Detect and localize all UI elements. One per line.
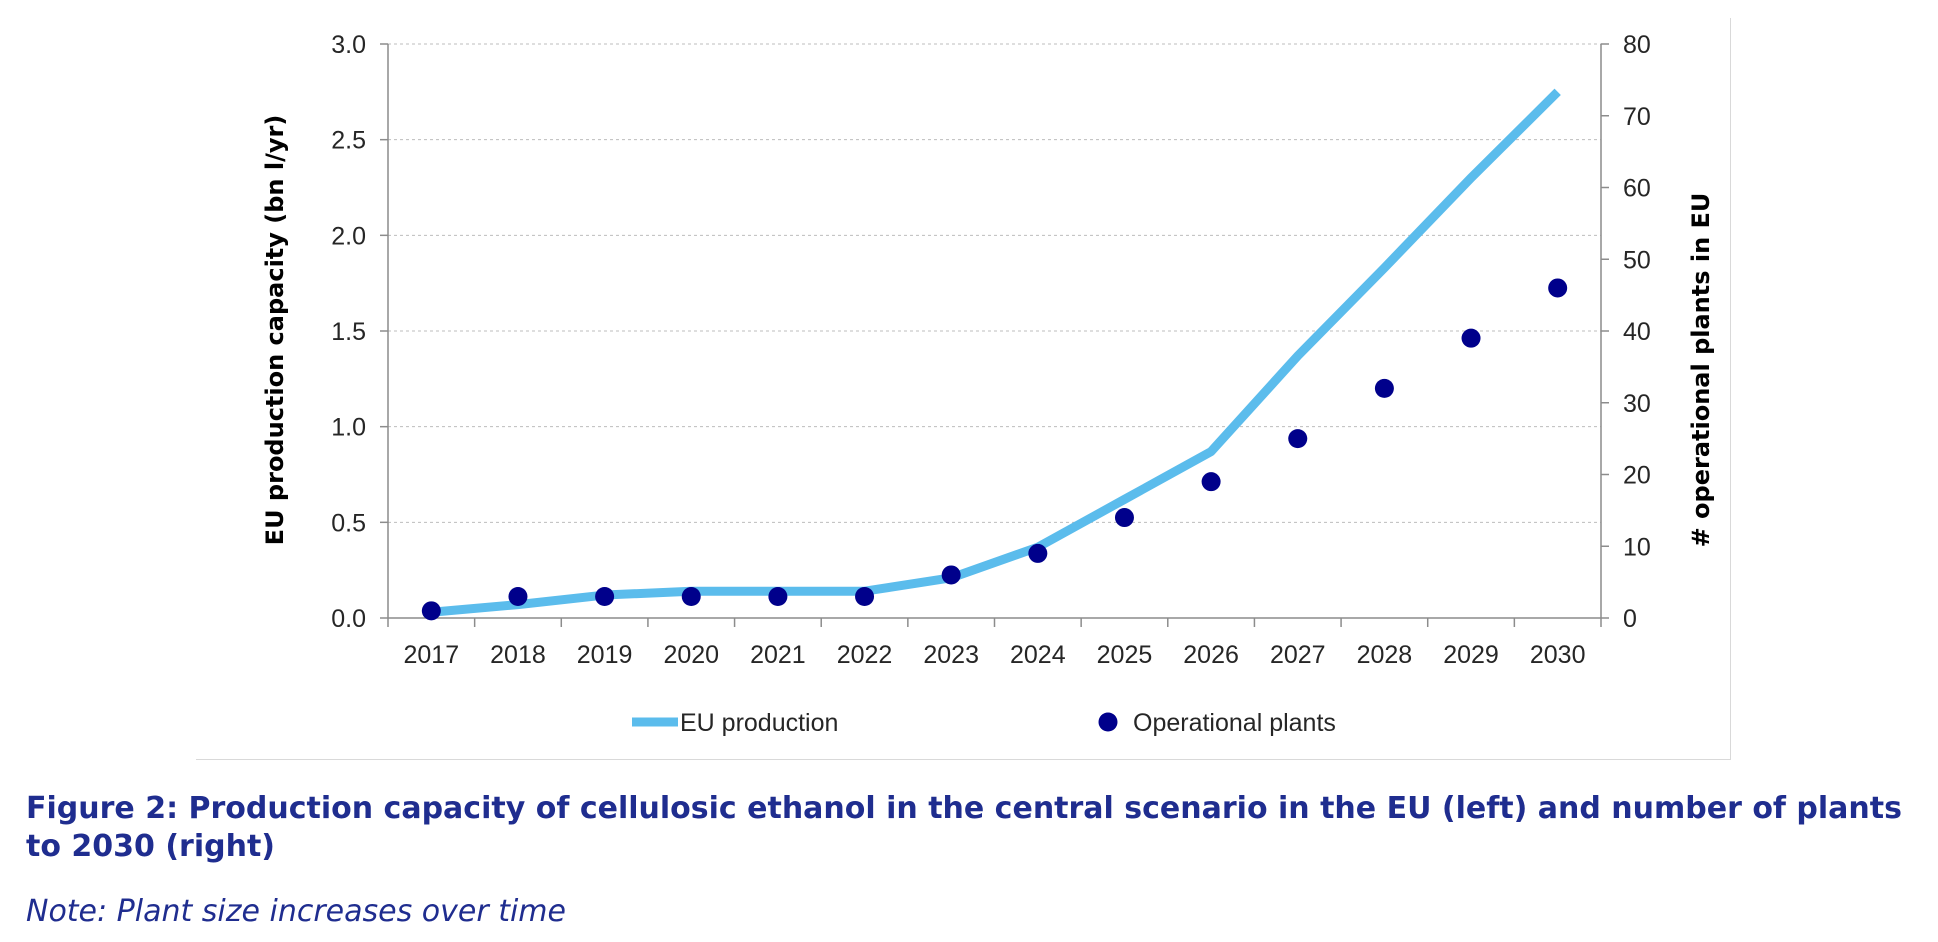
data-point-operational-plants <box>1548 278 1568 298</box>
gridlines <box>388 43 1601 523</box>
x-tick-label: 2025 <box>1097 641 1153 669</box>
y-tick-label-right: 20 <box>1623 462 1651 490</box>
x-tick-label: 2019 <box>577 641 633 669</box>
y-tick-label-left: 2.0 <box>331 222 366 250</box>
x-tick-label: 2029 <box>1443 641 1499 669</box>
data-point-operational-plants <box>508 586 528 606</box>
y-tick-label-left: 1.0 <box>331 414 366 442</box>
data-point-operational-plants <box>941 565 961 585</box>
y-tick-label-right: 70 <box>1623 103 1651 131</box>
x-tick-label: 2030 <box>1530 641 1586 669</box>
data-point-operational-plants <box>1461 328 1481 348</box>
y-tick-label-left: 3.0 <box>331 31 366 59</box>
y-tick-label-right: 60 <box>1623 175 1651 203</box>
legend: EU production Operational plants <box>632 709 1336 737</box>
data-point-operational-plants <box>595 586 615 606</box>
chart-frame <box>196 18 1731 760</box>
y-tick-label-right: 50 <box>1623 246 1651 274</box>
y-tick-label-left: 0.5 <box>331 509 366 537</box>
y-tick-label-left: 0.0 <box>331 605 366 633</box>
series-line-eu-production <box>430 88 1561 617</box>
x-tick-label: 2027 <box>1270 641 1326 669</box>
x-tick-label: 2023 <box>923 641 979 669</box>
y-tick-label-right: 80 <box>1623 31 1651 59</box>
y-tick-label-right: 30 <box>1623 390 1651 418</box>
data-point-operational-plants <box>1288 429 1308 449</box>
x-tick-label: 2020 <box>663 641 719 669</box>
x-tick-label: 2021 <box>750 641 806 669</box>
x-tick-label: 2026 <box>1183 641 1239 669</box>
figure-caption: Figure 2: Production capacity of cellulo… <box>26 791 1902 864</box>
x-tick-label: 2022 <box>837 641 893 669</box>
y-tick-label-left: 1.5 <box>331 318 366 346</box>
axes: 0.00.51.01.52.02.53.00102030405060708020… <box>331 31 1651 669</box>
x-tick-label: 2024 <box>1010 641 1066 669</box>
data-point-operational-plants <box>681 586 701 606</box>
data-point-operational-plants <box>421 601 441 621</box>
y-axis-title-right: # operational plants in EU <box>1687 193 1715 548</box>
legend-swatch-operational-plants <box>1098 712 1118 732</box>
legend-label-eu-production: EU production <box>680 709 838 737</box>
y-tick-label-right: 40 <box>1623 318 1651 346</box>
figure-note: Note: Plant size increases over time <box>26 894 566 929</box>
x-tick-label: 2017 <box>404 641 460 669</box>
data-point-operational-plants <box>855 586 875 606</box>
data-point-operational-plants <box>1201 472 1221 492</box>
data-point-operational-plants <box>1114 508 1134 528</box>
chart: 0.00.51.01.52.02.53.00102030405060708020… <box>261 31 1715 737</box>
y-tick-label-right: 10 <box>1623 533 1651 561</box>
y-axis-title-left: EU production capacity (bn l/yr) <box>261 115 289 546</box>
y-tick-label-left: 2.5 <box>331 127 366 155</box>
y-tick-label-right: 0 <box>1623 605 1637 633</box>
legend-label-operational-plants: Operational plants <box>1133 709 1336 737</box>
x-tick-label: 2018 <box>490 641 546 669</box>
data-point-operational-plants <box>1028 543 1048 563</box>
data-point-operational-plants <box>1374 378 1394 398</box>
data-point-operational-plants <box>768 586 788 606</box>
series <box>421 88 1568 621</box>
x-tick-label: 2028 <box>1357 641 1413 669</box>
